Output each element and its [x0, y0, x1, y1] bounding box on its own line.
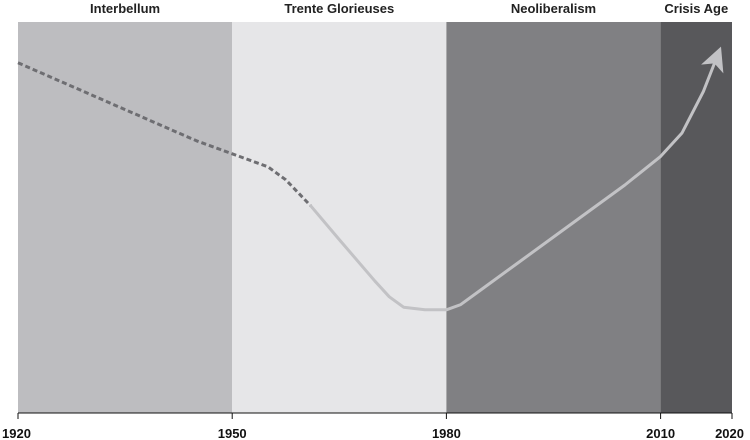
x-tick-label-1920: 1920 [2, 426, 31, 440]
series-line-dashed [17, 61, 312, 207]
era-band-crisis-age [660, 22, 732, 413]
era-labels: Interbellum Trente Glorieuses Neoliberalis… [90, 1, 728, 16]
era-label-interbellum: Interbellum [90, 1, 160, 16]
series-lines [17, 46, 724, 312]
x-tick-label-2020: 2020 [715, 426, 744, 440]
x-tick-label-2010: 2010 [646, 426, 675, 440]
era-label-trente-glorieuses: Trente Glorieuses [284, 1, 394, 16]
series-line-solid [309, 46, 724, 312]
era-band-trente-glorieuses [232, 22, 447, 413]
era-band-neoliberalism [446, 22, 661, 413]
era-bands [18, 22, 732, 413]
era-label-neoliberalism: Neoliberalism [511, 1, 596, 16]
x-tick-label-1950: 1950 [218, 426, 247, 440]
x-tick-label-1980: 1980 [432, 426, 461, 440]
x-axis-ticks: 1920 1950 1980 2010 2020 [2, 413, 744, 440]
era-label-crisis-age: Crisis Age [664, 1, 728, 16]
era-band-interbellum [18, 22, 233, 413]
